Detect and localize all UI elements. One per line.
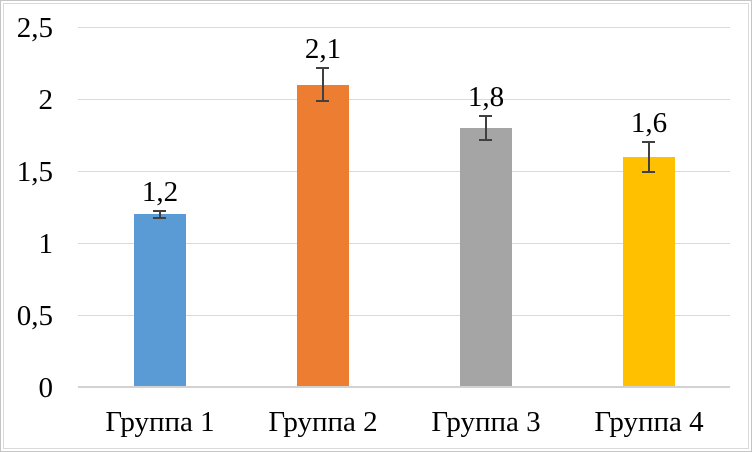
y-tick-label: 0 — [38, 372, 54, 404]
bar-2 — [297, 85, 349, 386]
error-bar-cap-top — [153, 210, 166, 212]
x-category-label: Группа 4 — [594, 406, 704, 438]
error-bar-stem — [321, 67, 324, 102]
bar-3 — [460, 128, 512, 386]
error-bar-3 — [479, 115, 492, 141]
x-category-label: Группа 3 — [431, 406, 541, 438]
error-bar-cap-bottom — [479, 139, 492, 141]
error-bar-stem — [158, 210, 161, 219]
error-bar-4 — [642, 141, 655, 173]
y-tick-label: 1 — [38, 228, 54, 260]
error-bar-cap-top — [479, 115, 492, 117]
y-tick-label: 2 — [38, 84, 54, 116]
bar-value-label: 2,1 — [304, 33, 342, 65]
x-category-label: Группа 2 — [268, 406, 378, 438]
y-tick-label: 1,5 — [16, 156, 53, 188]
error-bar-stem — [647, 141, 650, 173]
error-bar-cap-top — [642, 141, 655, 143]
gridline — [78, 27, 730, 28]
gridline — [78, 99, 730, 100]
gridline — [78, 315, 730, 316]
bar-1 — [134, 214, 186, 386]
y-tick-label: 2,5 — [16, 12, 53, 44]
bar-value-label: 1,6 — [630, 107, 668, 139]
error-bar-cap-bottom — [153, 217, 166, 219]
error-bar-cap-bottom — [642, 171, 655, 173]
x-axis-line — [78, 386, 730, 388]
error-bar-2 — [316, 67, 329, 102]
x-category-label: Группа 1 — [105, 406, 215, 438]
gridline — [78, 171, 730, 172]
error-bar-cap-top — [316, 67, 329, 69]
y-tick-label: 0,5 — [16, 300, 53, 332]
error-bar-1 — [153, 210, 166, 219]
bar-value-label: 1,2 — [141, 176, 179, 208]
gridline — [78, 243, 730, 244]
error-bar-cap-bottom — [316, 100, 329, 102]
error-bar-stem — [484, 115, 487, 141]
bar-4 — [623, 157, 675, 386]
bar-value-label: 1,8 — [467, 81, 505, 113]
